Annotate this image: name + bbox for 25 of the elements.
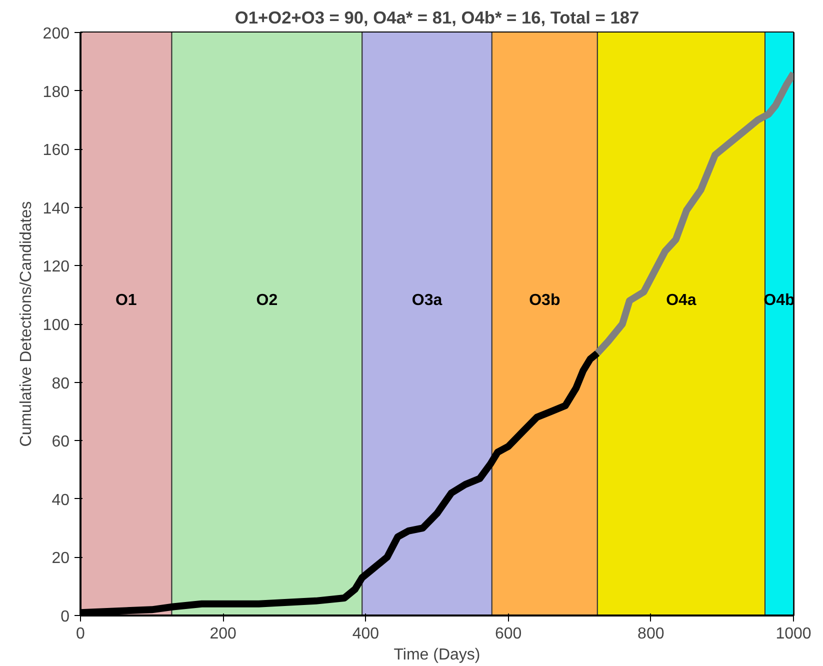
y-tick-label: 40: [52, 492, 70, 509]
y-tick-label: 140: [42, 200, 70, 218]
x-tick-label: 400: [352, 626, 380, 642]
y-tick-label: 180: [42, 84, 70, 101]
x-tick-label: 1000: [776, 626, 812, 642]
x-tick-label: 200: [210, 626, 237, 642]
x-tick-label: 0: [76, 626, 86, 642]
band-label: O2: [256, 292, 278, 310]
y-tick-label: 120: [42, 258, 70, 276]
y-tick-label: 100: [42, 317, 70, 334]
y-tick-label: 0: [60, 608, 70, 626]
y-tick-label: 80: [52, 375, 70, 392]
x-axis-title: Time (Days): [394, 646, 480, 664]
y-axis-title: Cumulative Detections/Candidates: [18, 201, 35, 447]
y-tick-label: 60: [52, 434, 70, 451]
y-tick-label: 160: [42, 142, 70, 160]
y-tick-label: 200: [42, 26, 70, 42]
band-label: O3b: [529, 292, 560, 310]
band-label: O1: [115, 292, 137, 310]
x-tick-label: 600: [494, 626, 522, 642]
y-tick-label: 20: [52, 550, 70, 568]
band-label: O4a: [666, 292, 696, 310]
band-label: O3a: [412, 292, 442, 310]
chart-title: O1+O2+O3 = 90, O4a* = 81, O4b* = 16, Total = 187: [234, 8, 640, 28]
x-tick-label: 800: [638, 626, 664, 642]
